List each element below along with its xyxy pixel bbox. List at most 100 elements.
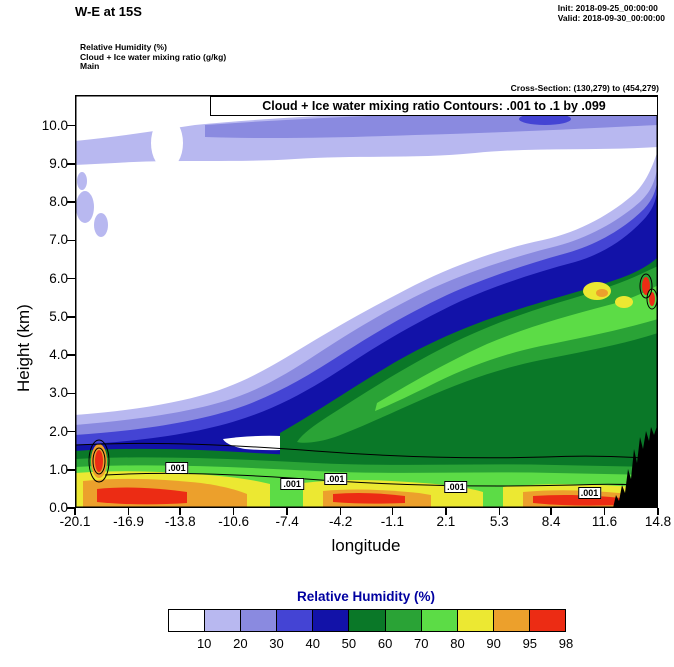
rh-core-east-red-2 (649, 292, 655, 306)
x-tick-label: -10.6 (218, 514, 250, 529)
run-times: Init: 2018-09-25_00:00:00 Valid: 2018-09… (558, 3, 665, 23)
init-time: Init: 2018-09-25_00:00:00 (557, 3, 658, 13)
field-domain: Main (80, 61, 100, 71)
x-tick-label: -1.1 (380, 514, 405, 529)
x-tick-mark (657, 508, 659, 515)
contour-value-label: .001 (444, 480, 468, 493)
colorbar-tick-label: 10 (196, 636, 212, 651)
x-tick-label: 11.6 (591, 514, 618, 529)
cross-section-plot (75, 95, 658, 508)
colorbar-title: Relative Humidity (%) (296, 589, 436, 604)
x-tick-mark (550, 508, 552, 515)
y-tick-mark (67, 124, 75, 127)
y-tick-label: 2.0 (49, 423, 68, 439)
x-tick-mark (74, 508, 76, 515)
rh-core-west-red (95, 450, 103, 472)
rh-surface-red-west (97, 487, 187, 505)
x-tick-label: 8.4 (541, 514, 561, 529)
x-tick-mark (445, 508, 447, 515)
x-tick-label: 14.8 (644, 514, 672, 529)
y-tick-mark (67, 430, 75, 433)
x-tick-mark (286, 508, 288, 515)
contour-value-label: .001 (280, 477, 304, 490)
colorbar-tick-label: 20 (233, 636, 248, 651)
y-tick-label: 6.0 (49, 270, 68, 286)
colorbar-tick-label: 80 (450, 636, 465, 651)
x-tick-label: -13.8 (164, 514, 196, 529)
y-tick-mark (67, 239, 75, 242)
colorbar-tick-label: 90 (486, 636, 501, 651)
cloud-contour-west-cell-outer (88, 439, 110, 483)
field-shaded: Relative Humidity (%) (80, 42, 167, 52)
rh-west-patch-3 (77, 172, 87, 190)
colorbar-cell (493, 610, 530, 631)
y-tick-label: 10.0 (41, 117, 68, 133)
x-tick-label: -4.2 (328, 514, 353, 529)
terrain-silhouette (613, 423, 658, 508)
cloud-contour-east-cell-1 (639, 273, 653, 299)
colorbar-cell (277, 610, 314, 631)
colorbar-tick-label: 40 (305, 636, 320, 651)
colorbar-tick-label: 70 (414, 636, 429, 651)
y-tick-mark (67, 277, 75, 280)
contour-value-label: .001 (577, 487, 602, 500)
rh-core-east-orange (596, 289, 608, 297)
y-tick-mark (67, 201, 75, 203)
colorbar-tick-label: 30 (269, 636, 284, 651)
y-tick-mark (67, 354, 75, 356)
colorbar-cell (529, 610, 566, 631)
x-axis-title: longitude (331, 536, 401, 555)
rh-core-east-yellow-2 (615, 296, 633, 308)
valid-time: Valid: 2018-09-30_00:00:00 (557, 13, 665, 23)
rh-surface-red-mid (333, 492, 405, 504)
colorbar-cell (421, 610, 458, 631)
x-tick-mark (498, 508, 501, 515)
rh-shade-upper-band-blue-patch (519, 113, 571, 125)
y-tick-label: 4.0 (49, 347, 68, 363)
y-tick-label: 3.0 (49, 385, 68, 401)
colorbar-cell (457, 610, 494, 631)
rh-shade-plume-lightgreen (375, 285, 658, 411)
rh-west-patch-1 (76, 191, 94, 223)
colorbar-tick-label: 95 (522, 636, 538, 651)
colorbar (168, 609, 566, 632)
x-tick-mark (603, 508, 606, 515)
cloud-contour-lines (75, 273, 658, 488)
y-tick-label: 5.0 (49, 308, 68, 324)
x-tick-label: -7.4 (275, 514, 299, 529)
plot-border (75, 95, 658, 508)
field-contour: Cloud + Ice water mixing ratio (g/kg) (80, 51, 227, 62)
x-tick-mark (179, 508, 181, 515)
x-tick-label: 2.1 (436, 514, 456, 529)
cloud-contour-upper (75, 442, 658, 460)
colorbar-tick-label: 50 (341, 636, 357, 651)
contour-value-label: .001 (165, 461, 189, 474)
cross-section-coords: Cross-Section: (130,279) to (454,279) (510, 83, 659, 93)
x-tick-mark (339, 508, 342, 515)
contour-info-banner: Cloud + Ice water mixing ratio Contours:… (210, 96, 658, 116)
y-tick-mark (67, 163, 75, 165)
x-tick-label: -16.9 (113, 514, 144, 529)
y-tick-mark (67, 469, 75, 471)
y-tick-mark (67, 507, 75, 509)
y-tick-mark (67, 316, 75, 318)
rh-fill-layers (75, 107, 658, 508)
colorbar-cell (313, 610, 350, 631)
y-tick-label: 9.0 (49, 155, 68, 171)
contour-value-label: .001 (323, 472, 348, 485)
x-tick-mark (127, 508, 130, 515)
colorbar-tick-label: 98 (558, 636, 574, 651)
y-tick-label: 7.0 (49, 232, 68, 248)
y-tick-label: 1.0 (49, 461, 68, 477)
x-tick-mark (391, 508, 394, 515)
y-tick-label: 8.0 (49, 194, 68, 210)
x-tick-label: 5.3 (489, 514, 509, 529)
x-tick-label: -20.1 (59, 514, 91, 529)
rh-core-east-red-1 (642, 277, 650, 295)
rh-upper-band-gap (151, 117, 183, 169)
colorbar-cell (205, 610, 242, 631)
page-title: W-E at 15S (75, 4, 142, 19)
rh-west-patch-2 (94, 213, 108, 237)
colorbar-cell (241, 610, 278, 631)
